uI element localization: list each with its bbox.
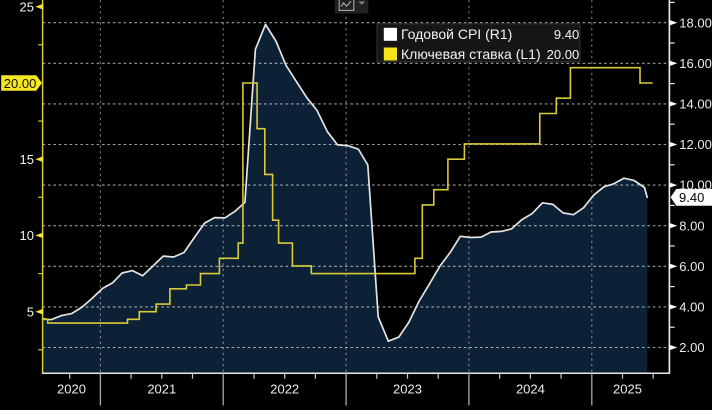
svg-text:4.00: 4.00 (679, 300, 704, 315)
svg-text:2.00: 2.00 (679, 340, 704, 355)
svg-text:25: 25 (20, 0, 34, 14)
svg-text:14.00: 14.00 (679, 97, 712, 112)
svg-text:15: 15 (20, 152, 34, 167)
svg-text:16.00: 16.00 (679, 56, 712, 71)
svg-text:9.40: 9.40 (554, 27, 579, 42)
svg-text:6.00: 6.00 (679, 259, 704, 274)
svg-text:20.00: 20.00 (4, 76, 37, 91)
svg-text:2023: 2023 (393, 382, 422, 397)
svg-text:Ключевая ставка (L1): Ключевая ставка (L1) (401, 46, 541, 62)
svg-text:2021: 2021 (147, 382, 176, 397)
svg-text:5: 5 (27, 304, 34, 319)
svg-text:2022: 2022 (270, 382, 299, 397)
svg-text:20.00: 20.00 (547, 47, 580, 62)
svg-text:18.00: 18.00 (679, 15, 712, 30)
svg-text:12.00: 12.00 (679, 137, 712, 152)
svg-text:Годовой CPI (R1): Годовой CPI (R1) (401, 26, 512, 42)
svg-text:10: 10 (20, 228, 34, 243)
svg-text:2024: 2024 (516, 382, 545, 397)
svg-text:9.40: 9.40 (679, 190, 704, 205)
svg-text:2025: 2025 (613, 382, 642, 397)
svg-text:8.00: 8.00 (679, 218, 704, 233)
svg-text:2020: 2020 (57, 382, 86, 397)
